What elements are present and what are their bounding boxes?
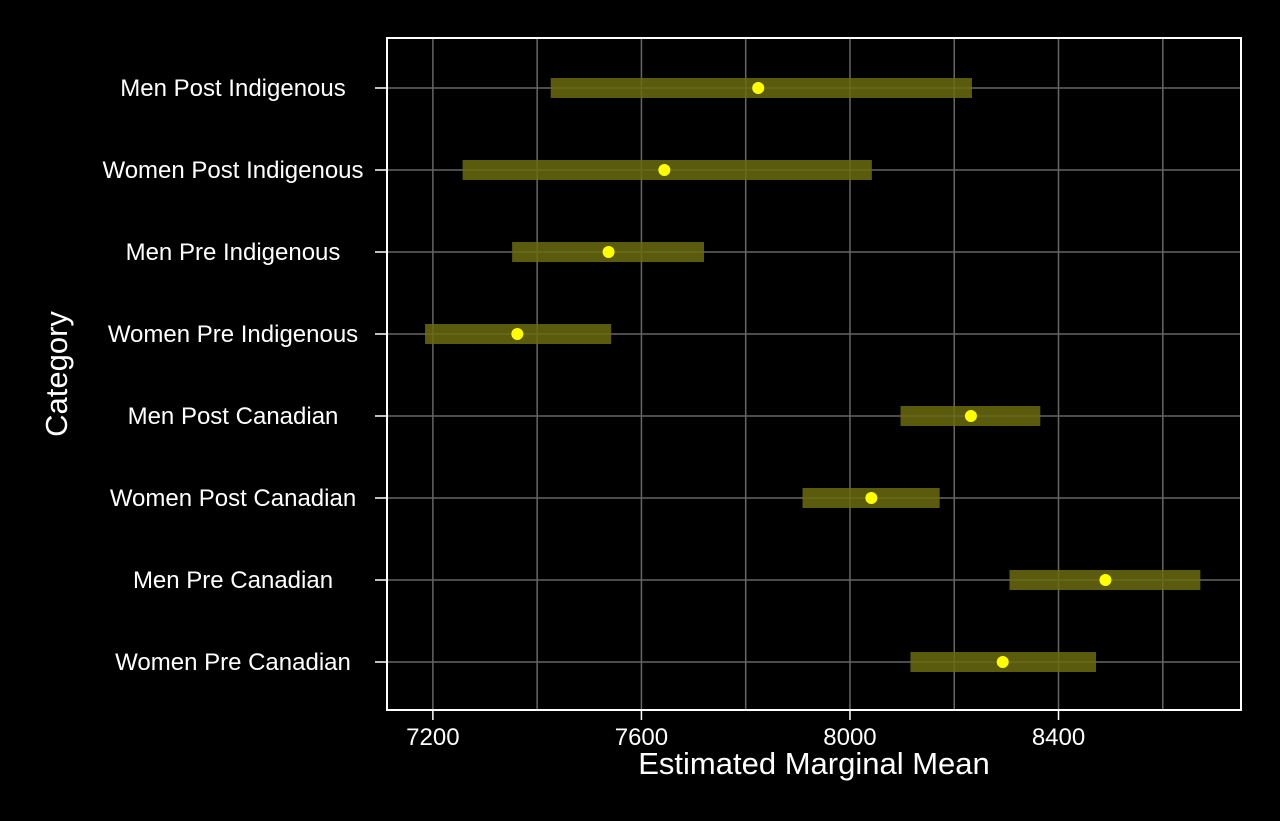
- estimate-point: [752, 82, 765, 94]
- x-axis-ticks: 7200 7600 8000 8400: [406, 710, 1085, 751]
- interval-bars: [425, 78, 1201, 672]
- y-axis-title: Category: [39, 311, 74, 437]
- y-tick-label: Men Post Canadian: [128, 403, 339, 430]
- estimate-point: [658, 164, 671, 176]
- estimate-points: [511, 82, 1112, 668]
- estimate-point: [511, 328, 524, 340]
- y-tick-label: Women Pre Indigenous: [108, 321, 358, 348]
- y-tick-label: Women Pre Canadian: [115, 649, 351, 676]
- plot-panel-border: [386, 37, 1242, 711]
- y-tick-label: Men Pre Indigenous: [126, 239, 341, 266]
- x-axis-title: Estimated Marginal Mean: [638, 746, 990, 781]
- y-tick-label: Men Post Indigenous: [120, 75, 345, 102]
- x-tick-label: 8000: [823, 724, 876, 751]
- x-tick-label: 7600: [615, 724, 668, 751]
- estimate-point: [865, 492, 878, 504]
- estimate-point: [602, 246, 615, 258]
- y-tick-label: Women Post Indigenous: [102, 157, 363, 184]
- x-tick-label: 8400: [1032, 724, 1085, 751]
- estimate-point: [1099, 574, 1112, 586]
- estimate-point: [996, 656, 1009, 668]
- x-tick-label: 7200: [406, 724, 459, 751]
- estimate-point: [964, 410, 977, 422]
- y-axis-ticks: Men Post Indigenous Women Post Indigenous…: [102, 75, 387, 676]
- y-tick-label: Women Post Canadian: [110, 485, 356, 512]
- y-tick-label: Men Pre Canadian: [133, 567, 333, 594]
